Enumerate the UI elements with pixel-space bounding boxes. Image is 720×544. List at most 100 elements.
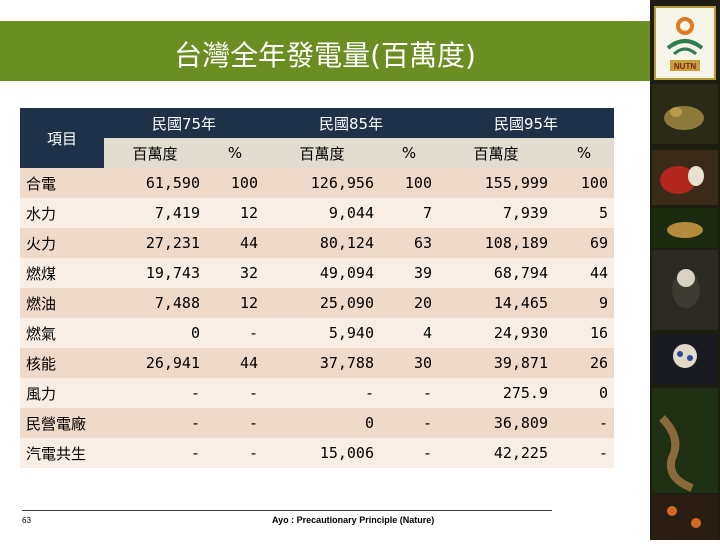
- treefrog-photo-icon: [667, 222, 703, 238]
- cell-p95: 100: [580, 174, 608, 192]
- cell-y95: 275.9: [502, 384, 548, 402]
- table-row: 民營電廠 - - 0 - 36,809 -: [20, 408, 614, 438]
- cell-y85: 37,788: [319, 354, 374, 372]
- row-label: 燃油: [26, 294, 57, 313]
- octopus-photo-icon: [673, 344, 697, 368]
- photo-treefrog: [652, 208, 718, 248]
- cell-y85: 49,094: [319, 264, 374, 282]
- cell-p75: 12: [239, 204, 258, 222]
- cell-p75: 32: [239, 264, 258, 282]
- cell-y85: 15,006: [319, 444, 374, 462]
- row-label: 核能: [26, 354, 57, 373]
- cell-p75: 100: [230, 174, 258, 192]
- logo-emblem-icon: NUTN: [666, 17, 704, 71]
- cell-y95: 39,871: [493, 354, 548, 372]
- photo-monkey: [652, 250, 718, 330]
- cell-p95: 44: [589, 264, 608, 282]
- cell-y75: 7,488: [154, 294, 200, 312]
- photo-insects: [652, 495, 718, 540]
- cell-p85: 100: [404, 174, 432, 192]
- row-label: 水力: [26, 204, 57, 223]
- cell-y75: 26,941: [145, 354, 200, 372]
- photo-frog: [652, 84, 718, 144]
- table-row: 風力 - - - - 275.9 0: [20, 378, 614, 408]
- cell-p95: 0: [598, 384, 608, 402]
- table-row: 燃煤 19,743 32 49,094 39 68,794 44: [20, 258, 614, 288]
- table-row: 水力 7,419 12 9,044 7 7,939 5: [20, 198, 614, 228]
- row-label: 燃煤: [26, 264, 57, 283]
- cell-p95: 9: [598, 294, 608, 312]
- cell-y75: 61,590: [145, 174, 200, 192]
- cell-y95: 68,794: [493, 264, 548, 282]
- row-label: 火力: [26, 234, 57, 253]
- cell-p95: -: [598, 414, 608, 432]
- title-bar: 台灣全年發電量(百萬度): [0, 21, 650, 81]
- cell-y85: 5,940: [328, 324, 374, 342]
- header-year-85: 民國85年: [264, 108, 438, 138]
- cell-y95: 42,225: [493, 444, 548, 462]
- cell-y85: 25,090: [319, 294, 374, 312]
- cell-y95: 24,930: [493, 324, 548, 342]
- university-logo: NUTN: [654, 6, 716, 80]
- power-generation-table: 項目 民國75年 民國85年 民國95年 百萬度 % 百萬度 % 百萬度 % 合…: [20, 108, 614, 468]
- slide-title: 台灣全年發電量(百萬度): [174, 39, 476, 72]
- cell-y85: 9,044: [328, 204, 374, 222]
- cell-p85: -: [422, 384, 432, 402]
- header-unit-75: 百萬度: [104, 138, 206, 168]
- table-row: 燃氣 0 - 5,940 4 24,930 16: [20, 318, 614, 348]
- cell-y75: -: [190, 414, 200, 432]
- header-item-cell: 項目: [20, 108, 104, 168]
- page-number: 63: [22, 516, 31, 525]
- cell-p95: 5: [598, 204, 608, 222]
- table-row: 合電 61,590 100 126,956 100 155,999 100: [20, 168, 614, 198]
- table-header-units: 百萬度 % 百萬度 % 百萬度 %: [20, 138, 614, 168]
- monkey-photo-icon: [672, 269, 700, 308]
- cell-p85: 7: [422, 204, 432, 222]
- row-label: 燃氣: [26, 324, 57, 343]
- cell-y75: 27,231: [145, 234, 200, 252]
- cell-p75: -: [248, 414, 258, 432]
- lizard-photo-icon: [659, 415, 694, 492]
- row-label: 汽電共生: [26, 444, 87, 463]
- cell-y85: 126,956: [310, 174, 374, 192]
- cell-p85: 63: [413, 234, 432, 252]
- cell-p95: 16: [589, 324, 608, 342]
- frog-photo-icon: [664, 106, 704, 130]
- footer-divider: [22, 510, 552, 511]
- row-label: 民營電廠: [26, 414, 87, 433]
- cell-p85: 20: [413, 294, 432, 312]
- header-year-75: 民國75年: [104, 108, 264, 138]
- cell-p85: -: [422, 414, 432, 432]
- cell-y95: 108,189: [484, 234, 548, 252]
- cell-y95: 7,939: [502, 204, 548, 222]
- header-year-95: 民國95年: [438, 108, 614, 138]
- cell-p75: -: [248, 324, 258, 342]
- cell-p95: 69: [589, 234, 608, 252]
- cell-y85: 80,124: [319, 234, 374, 252]
- header-percent-85: %: [380, 138, 438, 168]
- table-row: 核能 26,941 44 37,788 30 39,871 26: [20, 348, 614, 378]
- cell-p75: -: [248, 384, 258, 402]
- cell-p85: 39: [413, 264, 432, 282]
- cell-y95: 36,809: [493, 414, 548, 432]
- table-row: 汽電共生 - - 15,006 - 42,225 -: [20, 438, 614, 468]
- beetle-photo-icon: [660, 166, 704, 194]
- cell-y95: 14,465: [493, 294, 548, 312]
- cell-y75: -: [190, 444, 200, 462]
- cell-p75: 44: [239, 354, 258, 372]
- row-label: 風力: [26, 384, 57, 403]
- header-percent-75: %: [206, 138, 264, 168]
- logo-text: NUTN: [674, 62, 696, 71]
- table-header-years: 項目 民國75年 民國85年 民國95年: [20, 108, 614, 168]
- cell-y75: 7,419: [154, 204, 200, 222]
- photo-beetle: [652, 150, 718, 205]
- cell-p95: 26: [589, 354, 608, 372]
- table-row: 火力 27,231 44 80,124 63 108,189 69: [20, 228, 614, 258]
- cell-p75: -: [248, 444, 258, 462]
- cell-p95: -: [598, 444, 608, 462]
- cell-y85: 0: [364, 414, 374, 432]
- photo-octopus: [652, 334, 718, 384]
- header-unit-95: 百萬度: [438, 138, 554, 168]
- cell-p85: -: [422, 444, 432, 462]
- cell-p75: 12: [239, 294, 258, 312]
